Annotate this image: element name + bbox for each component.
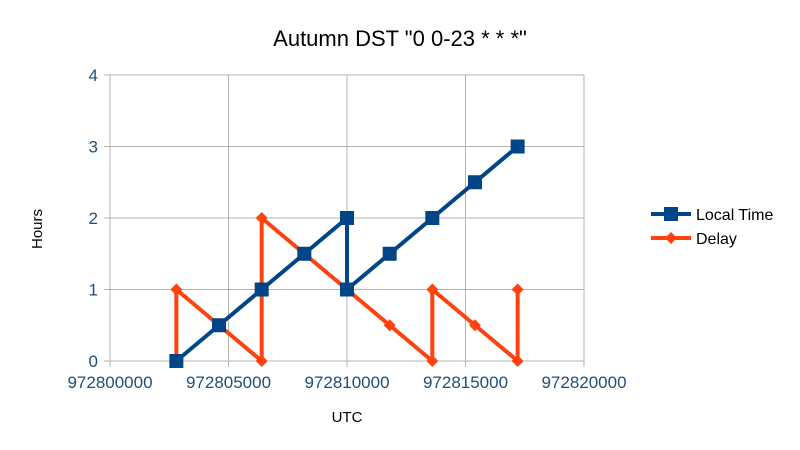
data-point (255, 355, 268, 367)
series-group (169, 139, 525, 368)
axes (104, 74, 585, 367)
x-tick-label: 972815000 (423, 373, 508, 392)
y-axis-label: Hours (29, 209, 46, 249)
x-tick-label: 972820000 (541, 373, 626, 392)
data-point (340, 282, 354, 297)
x-tick-labels: 972800000 972805000 972810000 972815000 9728… (67, 373, 626, 392)
data-point (426, 283, 439, 296)
legend-marker (665, 232, 677, 244)
legend: Local Time Delay (651, 207, 773, 248)
x-tick-label: 972800000 (67, 373, 152, 392)
data-point (212, 318, 227, 333)
data-point (254, 282, 269, 297)
data-point (426, 355, 439, 367)
data-point (510, 139, 525, 154)
data-point (383, 319, 396, 332)
y-tick-label: 3 (89, 138, 98, 157)
legend-label: Local Time (696, 207, 773, 224)
y-tick-label: 2 (89, 209, 98, 228)
y-tick-label: 1 (89, 281, 98, 300)
data-point (511, 283, 524, 296)
data-point (169, 354, 184, 368)
series-local-time (169, 139, 525, 368)
legend-item: Delay (651, 231, 737, 248)
x-axis-label: UTC (332, 409, 363, 426)
legend-item: Local Time (651, 207, 773, 224)
data-point (297, 246, 312, 261)
y-tick-label: 0 (89, 352, 98, 371)
x-tick-label: 972805000 (186, 373, 271, 392)
chart-title: Autumn DST "0 0-23 * * *" (273, 26, 527, 51)
data-point (467, 175, 482, 190)
data-point (511, 355, 524, 367)
y-tick-labels: 0 1 2 3 4 (89, 66, 98, 371)
data-point (255, 212, 268, 224)
data-point (425, 211, 440, 225)
legend-label: Delay (696, 231, 737, 248)
legend-marker (664, 207, 678, 221)
data-point (170, 283, 183, 296)
y-tick-label: 4 (89, 66, 98, 85)
series-line (175, 144, 519, 363)
data-point (340, 211, 354, 225)
x-tick-label: 972810000 (304, 373, 389, 392)
data-point (468, 319, 481, 332)
data-point (382, 246, 397, 261)
